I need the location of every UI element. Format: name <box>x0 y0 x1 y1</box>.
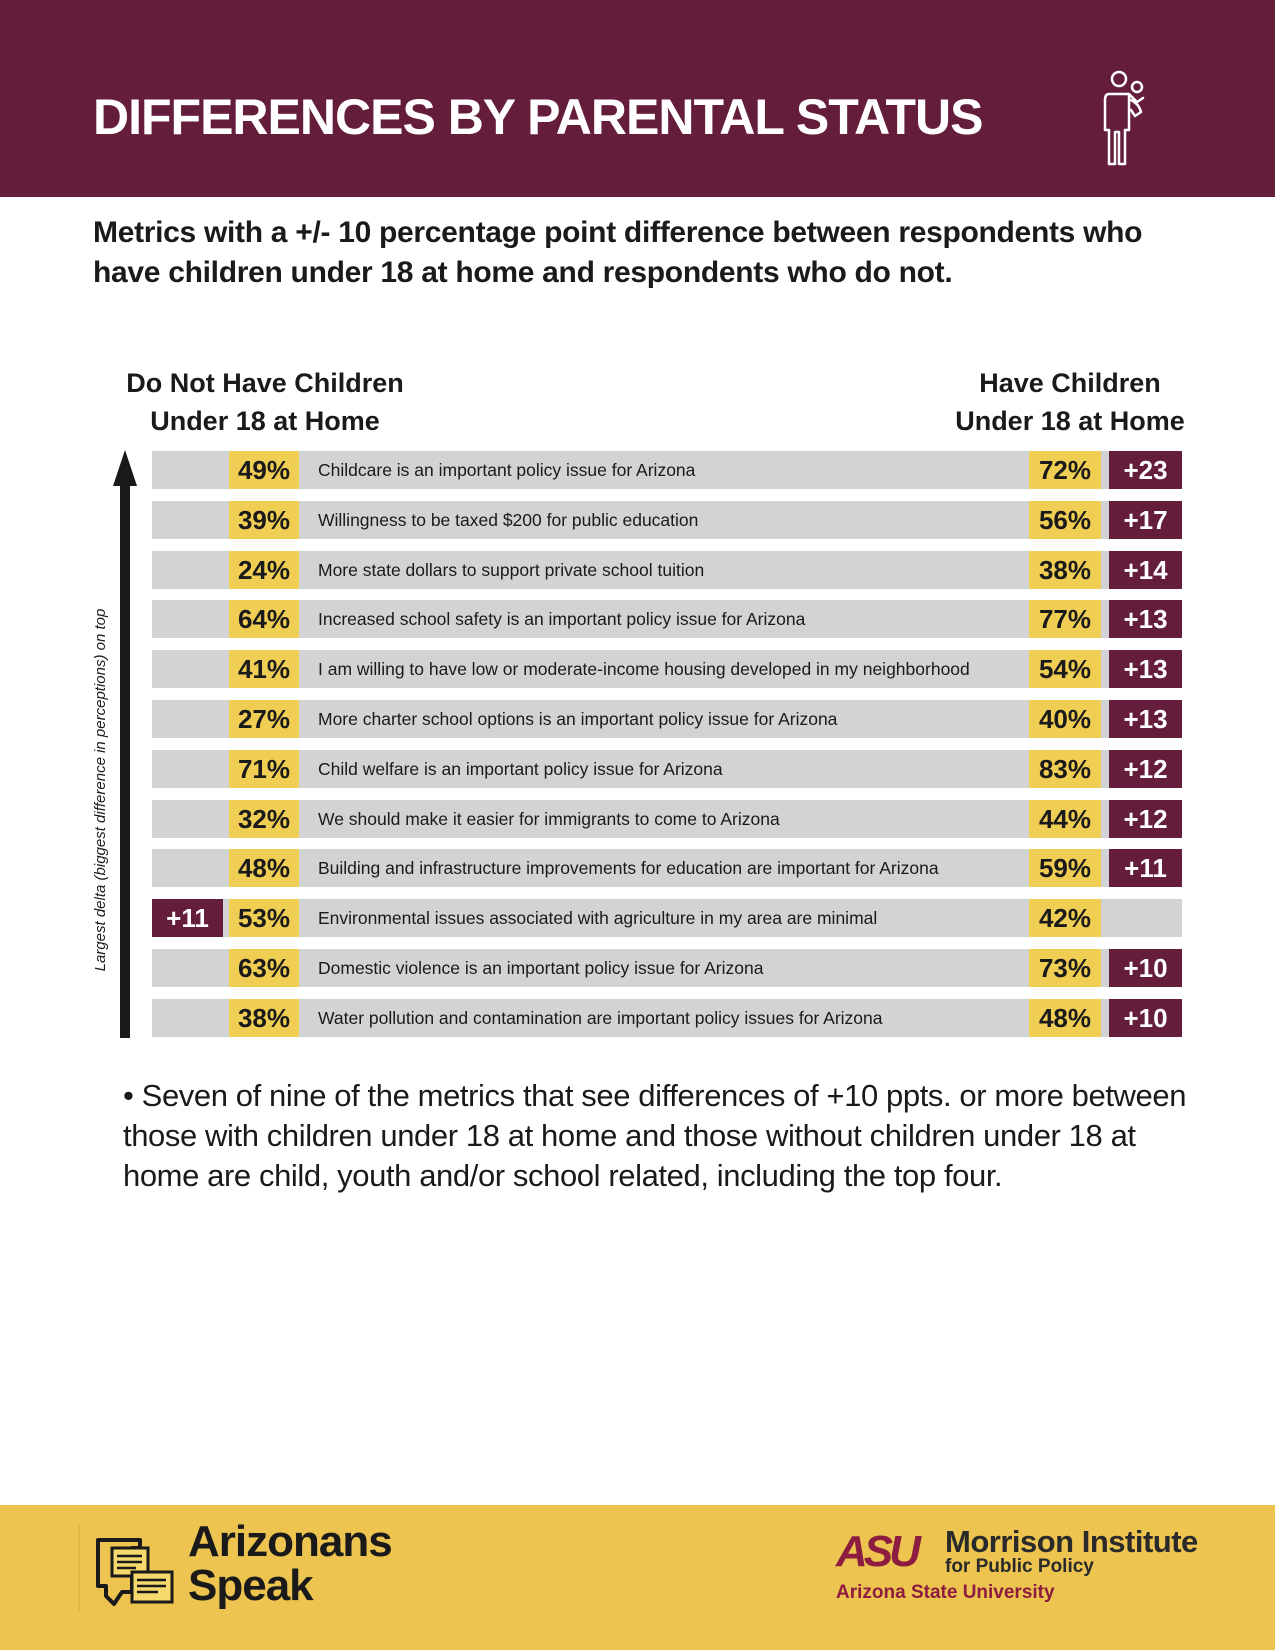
children-value: 72% <box>1029 451 1101 489</box>
no-children-value: 32% <box>229 799 299 838</box>
footer <box>0 1505 1275 1650</box>
metric-label: Willingness to be taxed $200 for public … <box>318 509 699 530</box>
metric-label: Domestic violence is an important policy… <box>318 957 764 978</box>
column-header-children: Have Children Under 18 at Home <box>920 364 1220 440</box>
no-children-value: 39% <box>229 500 299 539</box>
no-children-value: 27% <box>229 699 299 738</box>
arizona-speech-bubbles-icon <box>96 1538 174 1606</box>
metric-label: Increased school safety is an important … <box>318 609 806 630</box>
right-delta-badge: +13 <box>1109 699 1182 738</box>
summary-note: • Seven of nine of the metrics that see … <box>123 1078 1187 1193</box>
children-value: 73% <box>1029 948 1101 987</box>
university-name: Arizona State University <box>836 1582 1055 1603</box>
right-delta-badge: +10 <box>1109 998 1182 1037</box>
children-value: 48% <box>1029 998 1101 1037</box>
metric-label: I am willing to have low or moderate-inc… <box>318 659 970 680</box>
table-row: +11 53% Environmental issues associated wi… <box>152 899 1182 938</box>
no-children-value: 24% <box>229 550 299 589</box>
metric-label: More charter school options is an import… <box>318 708 838 729</box>
column-header-line: Under 18 at Home <box>955 406 1185 436</box>
table-row: 63% Domestic violence is an important pol… <box>152 948 1182 987</box>
children-value: 59% <box>1029 849 1101 888</box>
right-delta-badge: +12 <box>1109 799 1182 838</box>
no-children-value: 49% <box>229 451 299 489</box>
table-row: 24% More state dollars to support private… <box>152 550 1182 589</box>
axis-label: Largest delta (biggest difference in per… <box>92 608 109 972</box>
metrics-table: 49% Childcare is an important policy issu… <box>152 451 1182 1049</box>
right-delta-badge: +13 <box>1109 600 1182 639</box>
table-row: 39% Willingness to be taxed $200 for publ… <box>152 500 1182 539</box>
no-children-value: 64% <box>229 600 299 639</box>
table-row: 41% I am willing to have low or moderate-… <box>152 650 1182 689</box>
table-row: 32% We should make it easier for immigran… <box>152 799 1182 838</box>
children-value: 40% <box>1029 699 1101 738</box>
subtitle: Metrics with a +/- 10 percentage point d… <box>93 216 1143 289</box>
delta-arrow <box>113 450 137 1038</box>
right-delta-badge: +11 <box>1109 849 1182 888</box>
column-header-no-children: Do Not Have Children Under 18 at Home <box>100 364 430 440</box>
right-delta-badge: +14 <box>1109 550 1182 589</box>
table-row: 64% Increased school safety is an importa… <box>152 600 1182 639</box>
children-value: 38% <box>1029 550 1101 589</box>
no-children-value: 71% <box>229 749 299 788</box>
logo-line: Speak <box>188 1561 314 1610</box>
children-value: 83% <box>1029 749 1101 788</box>
right-delta-badge: +17 <box>1109 500 1182 539</box>
metric-label: Child welfare is an important policy iss… <box>318 758 723 779</box>
header-banner: DIFFERENCES BY PARENTAL STATUS <box>0 0 1275 197</box>
right-delta-badge: +23 <box>1109 451 1182 489</box>
metric-label: Childcare is an important policy issue f… <box>318 460 696 480</box>
no-children-value: 41% <box>229 650 299 689</box>
metric-label: We should make it easier for immigrants … <box>318 808 780 829</box>
children-value: 54% <box>1029 650 1101 689</box>
institute-name: Morrison Institute <box>945 1524 1198 1559</box>
institute-subtitle: for Public Policy <box>945 1556 1094 1577</box>
children-value: 77% <box>1029 600 1101 639</box>
column-header-line: Have Children <box>979 368 1161 398</box>
metric-label: More state dollars to support private sc… <box>318 559 705 580</box>
footer-divider <box>78 1525 80 1613</box>
right-delta-badge: +10 <box>1109 948 1182 987</box>
column-header-line: Do Not Have Children <box>126 368 404 398</box>
table-row: 48% Building and infrastructure improveme… <box>152 849 1182 888</box>
metric-label: Water pollution and contamination are im… <box>318 1007 883 1028</box>
metric-label: Building and infrastructure improvements… <box>318 858 939 879</box>
no-children-value: 38% <box>229 998 299 1037</box>
logo-line: Arizonans <box>188 1517 393 1566</box>
asu-logo: ASU <box>836 1527 921 1576</box>
left-delta-badge: +11 <box>152 899 223 938</box>
metric-label: Environmental issues associated with agr… <box>318 908 878 929</box>
parent-child-icon <box>1103 70 1145 166</box>
no-children-value: 63% <box>229 948 299 987</box>
right-delta-badge: +12 <box>1109 749 1182 788</box>
children-value: 44% <box>1029 799 1101 838</box>
table-row: 71% Child welfare is an important policy … <box>152 749 1182 788</box>
arizonans-speak-logo: Arizonans Speak <box>188 1517 393 1610</box>
children-value: 56% <box>1029 500 1101 539</box>
table-row: 49% Childcare is an important policy issu… <box>152 451 1182 489</box>
table-row: 38% Water pollution and contamination are… <box>152 998 1182 1037</box>
table-row: 27% More charter school options is an imp… <box>152 699 1182 738</box>
page-title: DIFFERENCES BY PARENTAL STATUS <box>93 89 984 145</box>
no-children-value: 48% <box>229 849 299 888</box>
right-delta-badge: +13 <box>1109 650 1182 689</box>
no-children-value: 53% <box>229 899 299 938</box>
column-header-line: Under 18 at Home <box>150 406 380 436</box>
children-value: 42% <box>1029 899 1101 938</box>
